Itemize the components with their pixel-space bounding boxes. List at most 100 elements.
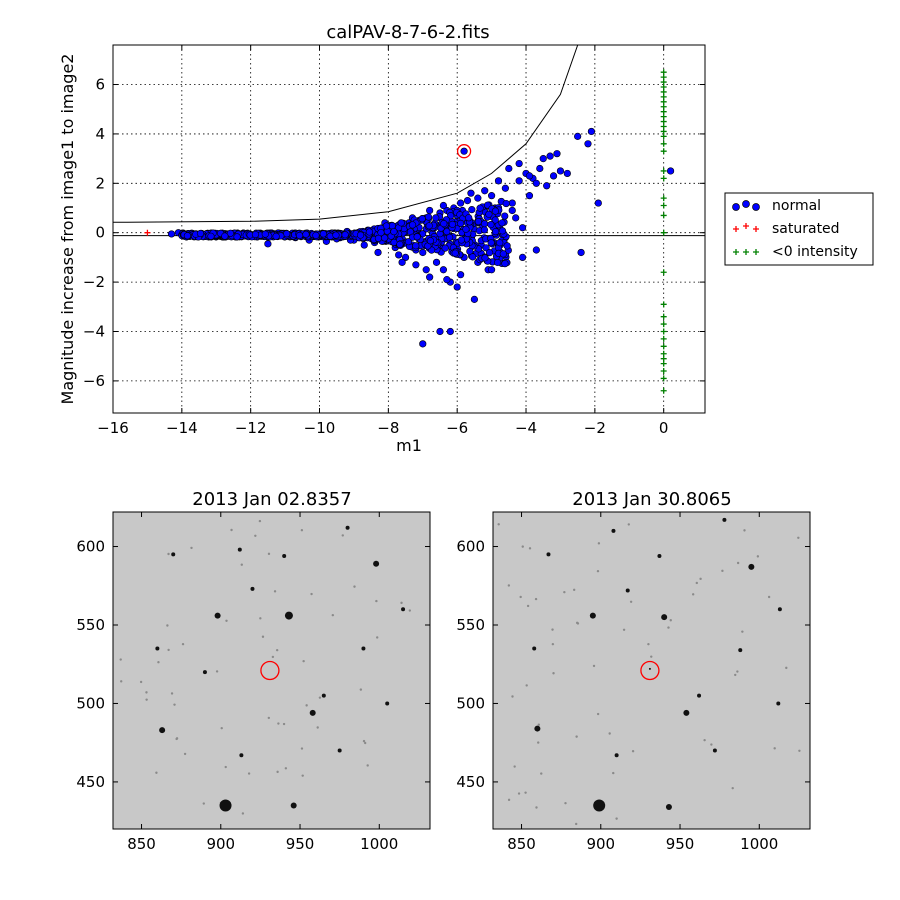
x-tick-label: 900 <box>586 835 615 853</box>
x-tick-label: 900 <box>206 835 235 853</box>
normal-point-density <box>413 233 421 241</box>
faint-star <box>408 609 412 612</box>
normal-point-density <box>502 199 510 208</box>
normal-point-density <box>468 206 476 214</box>
normal-point <box>395 251 403 259</box>
negative-intensity-point <box>660 328 667 335</box>
normal-point <box>436 327 444 336</box>
faint-star <box>695 581 699 585</box>
normal-point-density <box>412 242 420 250</box>
faint-star <box>612 771 615 775</box>
star <box>657 553 662 558</box>
normal-point-density <box>440 219 448 228</box>
normal-point <box>443 276 451 284</box>
faint-star <box>316 726 319 729</box>
star <box>171 552 176 557</box>
normal-point-density <box>493 258 502 267</box>
faint-star <box>277 722 280 725</box>
normal-point-density <box>481 254 489 262</box>
normal-point <box>515 177 523 185</box>
faint-star <box>736 670 739 673</box>
faint-star <box>627 523 631 526</box>
normal-point <box>574 132 582 140</box>
normal-point <box>457 271 465 279</box>
normal-point-density <box>457 236 466 244</box>
scatter-panel: calPAV-8-7-6-2.fits −16 −14 −12 −10 −8 −6 −4 −2… <box>58 22 874 455</box>
legend: normal saturated <0 intensity <box>724 192 874 266</box>
y-tick-label: 4 <box>95 125 105 143</box>
faint-star <box>552 672 555 675</box>
star <box>214 612 221 619</box>
faint-star <box>363 741 367 745</box>
reference-lines <box>113 45 705 237</box>
star <box>712 748 717 753</box>
y-tick-label: 500 <box>456 694 485 712</box>
star <box>284 611 293 620</box>
legend-marker-normal <box>732 200 760 211</box>
faint-star <box>275 648 279 652</box>
target-marker-circle <box>260 660 280 681</box>
normal-point <box>508 206 516 215</box>
normal-point <box>439 201 448 210</box>
legend-marker-negative-intensity <box>733 249 759 255</box>
faint-star <box>170 692 174 695</box>
faint-star <box>167 648 170 652</box>
normal-point <box>401 253 410 262</box>
faint-star <box>310 592 313 596</box>
star <box>155 646 160 651</box>
faint-star <box>375 599 378 603</box>
x-tick-label: −8 <box>377 419 399 437</box>
star <box>239 753 244 758</box>
normal-point <box>553 150 561 158</box>
star <box>309 709 316 716</box>
y-tick-label: 450 <box>456 773 485 791</box>
x-tick-label: −14 <box>166 419 198 437</box>
normal-point <box>532 179 540 187</box>
faint-star <box>511 695 514 698</box>
normal-point-density <box>485 210 493 218</box>
faint-star <box>785 666 788 670</box>
normal-point-density <box>251 230 260 239</box>
normal-point-density <box>465 214 473 222</box>
normal-point-density <box>418 215 426 223</box>
negative-intensity-point <box>660 133 667 140</box>
normal-point <box>419 248 427 257</box>
normal-point <box>488 266 496 274</box>
star <box>373 560 380 567</box>
faint-star <box>691 593 695 596</box>
y-tick-label: 600 <box>76 538 105 556</box>
negative-intensity-point <box>660 343 667 350</box>
negative-intensity-point <box>660 301 667 308</box>
normal-point <box>508 199 516 207</box>
faint-star <box>507 798 511 802</box>
star <box>250 586 255 591</box>
y-tick-label: 6 <box>95 76 105 94</box>
normal-point <box>474 194 482 202</box>
faint-star <box>756 555 760 558</box>
star <box>777 607 782 612</box>
legend-label-saturated: saturated <box>772 221 840 237</box>
normal-point <box>374 248 382 257</box>
faint-star <box>563 590 566 594</box>
normal-point <box>470 295 478 303</box>
faint-star <box>155 771 158 774</box>
faint-star <box>575 621 579 625</box>
image-frame <box>492 511 811 830</box>
upper-envelope-curve <box>113 45 579 223</box>
faint-star <box>120 680 123 683</box>
faint-star <box>359 688 363 691</box>
normal-point <box>536 164 544 173</box>
normal-point-density <box>462 225 470 233</box>
normal-point-density <box>332 231 340 239</box>
y-tick-label: 500 <box>76 694 105 712</box>
faint-star <box>631 750 635 753</box>
normal-point <box>577 248 585 257</box>
normal-point <box>167 230 176 238</box>
faint-star <box>667 626 670 629</box>
negative-intensity-point <box>660 229 667 236</box>
normal-point <box>426 273 434 281</box>
faint-star <box>524 791 527 794</box>
star <box>202 670 207 675</box>
faint-star <box>267 716 271 720</box>
